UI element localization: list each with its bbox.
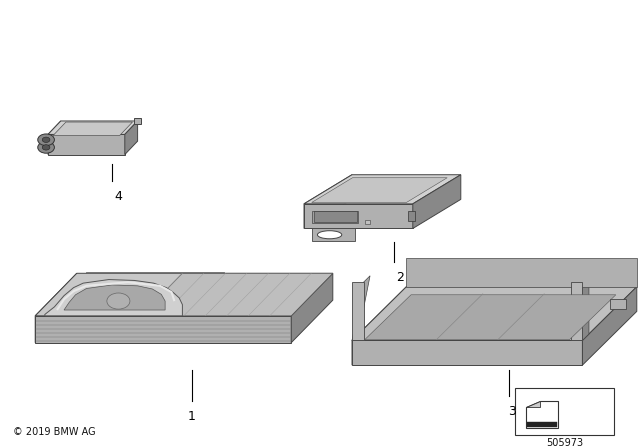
Polygon shape bbox=[304, 204, 413, 228]
Polygon shape bbox=[526, 401, 540, 407]
FancyBboxPatch shape bbox=[527, 422, 557, 427]
Polygon shape bbox=[35, 316, 291, 343]
Polygon shape bbox=[352, 276, 370, 340]
Text: 505973: 505973 bbox=[546, 438, 584, 448]
Polygon shape bbox=[35, 273, 77, 343]
Polygon shape bbox=[134, 118, 141, 124]
Polygon shape bbox=[86, 272, 224, 273]
Polygon shape bbox=[141, 273, 333, 316]
Polygon shape bbox=[582, 287, 637, 365]
Text: 3: 3 bbox=[508, 405, 516, 418]
Text: 4: 4 bbox=[115, 190, 122, 203]
Polygon shape bbox=[526, 401, 558, 428]
Polygon shape bbox=[408, 211, 415, 221]
Polygon shape bbox=[582, 276, 589, 340]
Polygon shape bbox=[365, 295, 616, 340]
Polygon shape bbox=[48, 121, 138, 134]
Circle shape bbox=[42, 137, 50, 142]
Circle shape bbox=[107, 293, 130, 309]
Text: © 2019 BMW AG: © 2019 BMW AG bbox=[13, 427, 95, 437]
Circle shape bbox=[42, 145, 50, 150]
Circle shape bbox=[38, 142, 54, 153]
Polygon shape bbox=[352, 287, 637, 340]
Polygon shape bbox=[48, 121, 61, 155]
Polygon shape bbox=[53, 122, 132, 135]
Polygon shape bbox=[352, 340, 582, 365]
Polygon shape bbox=[352, 282, 364, 340]
Polygon shape bbox=[571, 282, 582, 340]
Polygon shape bbox=[352, 287, 406, 365]
Polygon shape bbox=[314, 211, 357, 222]
Polygon shape bbox=[35, 273, 333, 316]
Circle shape bbox=[38, 134, 54, 146]
Polygon shape bbox=[304, 175, 461, 204]
Polygon shape bbox=[48, 134, 125, 155]
Polygon shape bbox=[125, 121, 138, 155]
Polygon shape bbox=[45, 280, 182, 316]
Text: 1: 1 bbox=[188, 410, 196, 423]
Polygon shape bbox=[64, 285, 165, 310]
Polygon shape bbox=[413, 175, 461, 228]
Polygon shape bbox=[365, 220, 370, 224]
Polygon shape bbox=[312, 211, 358, 223]
Polygon shape bbox=[312, 178, 447, 202]
FancyBboxPatch shape bbox=[515, 388, 614, 435]
Polygon shape bbox=[291, 273, 333, 343]
Polygon shape bbox=[610, 299, 626, 309]
Ellipse shape bbox=[317, 231, 342, 239]
Polygon shape bbox=[406, 258, 637, 287]
Polygon shape bbox=[304, 175, 352, 228]
Text: 2: 2 bbox=[396, 271, 404, 284]
Polygon shape bbox=[312, 228, 355, 241]
